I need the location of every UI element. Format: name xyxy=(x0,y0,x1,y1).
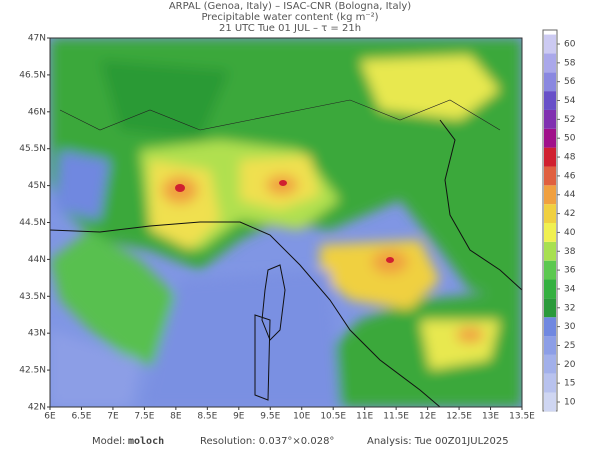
colorbar-swatch xyxy=(544,128,556,148)
colorbar-swatch xyxy=(544,53,556,73)
colorbar-label: 10 xyxy=(564,398,576,408)
colorbar-swatch xyxy=(544,147,556,167)
lon-label: 8.5E xyxy=(197,412,217,422)
colorbar-label: 54 xyxy=(564,96,576,106)
colorbar-label: 36 xyxy=(564,266,576,276)
island-outline xyxy=(254,264,286,401)
colorbar-label: 25 xyxy=(564,341,575,351)
header-line: Precipitable water content (kg m⁻²) xyxy=(201,12,378,23)
lat-label: 47N xyxy=(28,34,46,44)
lat-label: 44N xyxy=(28,255,46,265)
colorbar-swatch xyxy=(544,72,556,92)
colorbar-swatch xyxy=(544,392,556,412)
colorbar-swatch xyxy=(544,317,556,337)
colorbar-label: 34 xyxy=(564,284,576,294)
header-line: ARPAL (Genoa, Italy) – ISAC-CNR (Bologna… xyxy=(169,1,411,12)
colorbar-swatch xyxy=(544,185,556,205)
field xyxy=(50,38,522,407)
max-spot xyxy=(175,184,185,192)
colorbar-swatch xyxy=(544,91,556,110)
border-line xyxy=(59,99,501,131)
colorbar-label: 20 xyxy=(564,360,576,370)
lon-label: 6.5E xyxy=(71,412,91,422)
colorbar-label: 15 xyxy=(564,379,575,389)
colorbar-label: 46 xyxy=(564,171,576,181)
lon-label: 10E xyxy=(293,412,310,422)
lat-label: 46.5N xyxy=(19,70,46,80)
lat-label: 42.5N xyxy=(19,366,46,376)
lat-label: 42N xyxy=(28,403,46,413)
footer-analysis: Analysis: Tue 00Z01JUL2025 xyxy=(367,436,509,447)
lon-label: 11E xyxy=(356,412,373,422)
colorbar-swatch xyxy=(544,109,556,129)
lon-label: 13.5E xyxy=(509,412,535,422)
colorbar-swatch xyxy=(544,298,556,318)
lon-label: 6E xyxy=(44,412,56,422)
lon-label: 8E xyxy=(170,412,182,422)
lon-label: 9.5E xyxy=(260,412,280,422)
max-spot xyxy=(279,180,287,186)
lon-label: 12.5E xyxy=(446,412,472,422)
colorbar-label: 30 xyxy=(564,322,576,332)
lat-label: 45.5N xyxy=(19,144,46,154)
colorbar-swatch xyxy=(544,34,556,54)
lat-label: 44.5N xyxy=(19,218,46,228)
colorbar-label: 48 xyxy=(564,153,576,163)
colorbar-swatch xyxy=(544,279,556,299)
header-line: 21 UTC Tue 01 JUL – τ = 21h xyxy=(219,23,361,34)
lat-label: 43N xyxy=(28,329,46,339)
colorbar-label: 42 xyxy=(564,209,575,219)
colorbar-label: 38 xyxy=(564,247,576,257)
lon-label: 7.5E xyxy=(134,412,154,422)
colorbar-label: 50 xyxy=(564,134,576,144)
coastline xyxy=(50,119,522,407)
colorbar-label: 52 xyxy=(564,115,575,125)
colorbar-label: 58 xyxy=(564,58,576,68)
colorbar-swatch xyxy=(544,223,556,242)
lon-label: 13E xyxy=(482,412,499,422)
lon-label: 10.5E xyxy=(320,412,346,422)
lon-label: 7E xyxy=(107,412,119,422)
lat-label: 46N xyxy=(28,107,46,117)
colorbar-label: 56 xyxy=(564,77,576,87)
colorbar-swatch xyxy=(544,166,556,186)
lon-label: 12E xyxy=(419,412,436,422)
colorbar-swatch xyxy=(544,373,556,393)
footer-label: Model: xyxy=(92,436,125,447)
lon-label: 11.5E xyxy=(383,412,409,422)
colorbar-label: 32 xyxy=(564,303,575,313)
colorbar-label: 44 xyxy=(564,190,576,200)
colorbar-swatch xyxy=(544,336,556,355)
footer-resolution: Resolution: 0.037°×0.028° xyxy=(200,436,334,447)
colorbar-label: 40 xyxy=(564,228,576,238)
field-shading xyxy=(50,38,522,407)
colorbar-swatch xyxy=(544,354,556,374)
colorbar-swatch xyxy=(544,241,556,261)
lat-label: 43.5N xyxy=(19,292,46,302)
lon-label: 9E xyxy=(233,412,245,422)
colorbar-swatch xyxy=(544,260,556,280)
colorbar-swatch xyxy=(544,204,556,223)
lat-label: 45N xyxy=(28,181,46,191)
footer-model: moloch xyxy=(128,436,164,447)
colorbar-label: 60 xyxy=(564,40,576,50)
max-spot xyxy=(386,257,394,263)
